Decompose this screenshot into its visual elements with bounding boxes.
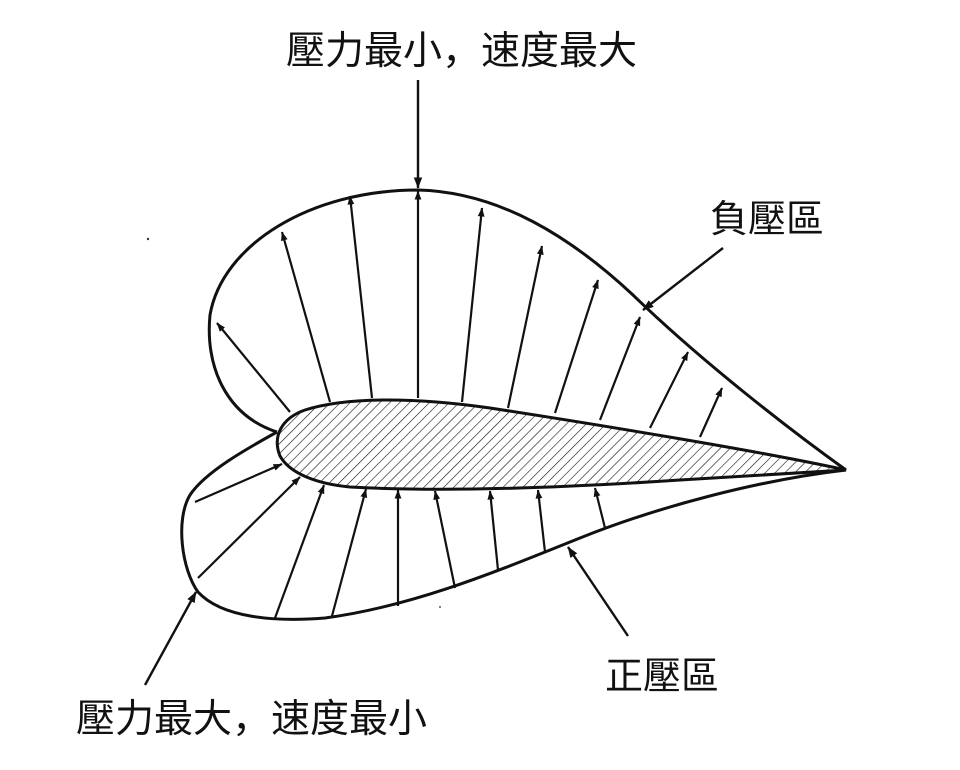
suction-arrow [216, 322, 291, 413]
label-positive-pressure-zone: 正壓區 [605, 654, 720, 698]
callout-arrows [143, 80, 724, 686]
pressure-arrow [487, 490, 500, 571]
airfoil-section [275, 398, 847, 491]
pressure-arrow [330, 488, 368, 617]
speck [146, 237, 150, 241]
label-min-pressure-max-speed: 壓力最小，速度最大 [286, 29, 638, 74]
label-max-pressure-min-speed: 壓力最大，速度最小 [76, 697, 428, 742]
callout-arrow-bottom [143, 591, 198, 686]
suction-arrow [649, 351, 689, 429]
pressure-arrow [593, 487, 607, 529]
pressure-arrow [535, 489, 547, 553]
suction-arrow [698, 387, 724, 438]
callout-arrow-negative [642, 247, 724, 311]
pressure-arrow [273, 484, 326, 619]
pressure-arrow [197, 476, 301, 579]
suction-arrow [460, 207, 485, 403]
pressure-arrow [433, 490, 457, 589]
suction-arrow [506, 245, 544, 409]
speck [439, 606, 441, 608]
label-negative-pressure-zone: 負壓區 [710, 197, 825, 241]
suction-arrow [553, 279, 600, 414]
negative-pressure-envelope [207, 188, 847, 472]
suction-arrows [216, 190, 724, 438]
suction-arrow [280, 231, 332, 403]
suction-arrow [598, 316, 642, 421]
pressure-arrows [194, 462, 607, 619]
positive-pressure-envelope [180, 430, 847, 621]
callout-arrow-positive [567, 546, 629, 637]
pressure-arrow [194, 462, 283, 504]
suction-arrow [347, 195, 374, 399]
